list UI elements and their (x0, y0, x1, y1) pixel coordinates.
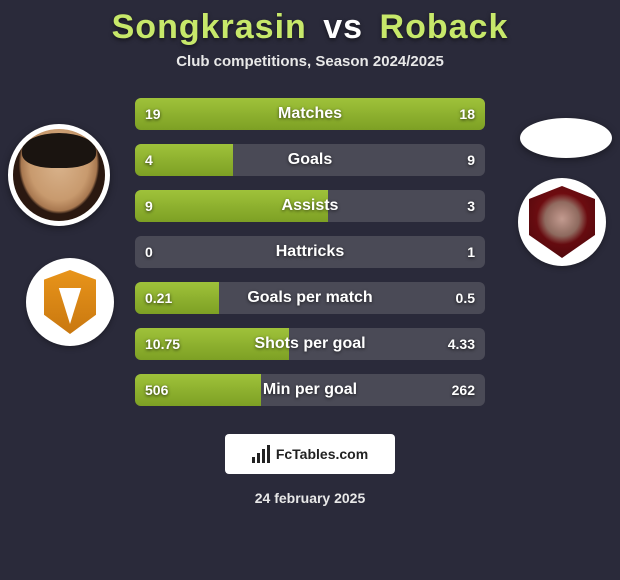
stat-label: Goals per match (247, 289, 372, 307)
stat-value-right: 3 (467, 198, 475, 214)
club-left-badge (26, 258, 114, 346)
stat-value-left: 19 (145, 106, 161, 122)
club-right-badge (518, 178, 606, 266)
stat-value-right: 0.5 (456, 290, 475, 306)
brand-text: FcTables.com (276, 446, 368, 462)
stat-value-left: 0 (145, 244, 153, 260)
stat-label: Goals (288, 151, 332, 169)
stat-rows: 19 18 Matches 4 9 Goals 9 3 Assists 0 1 Hattricks 0.… (135, 98, 485, 406)
player-right-name: Roback (380, 8, 509, 46)
stat-value-left: 4 (145, 152, 153, 168)
stat-row: 506 262 Min per goal (135, 374, 485, 406)
bar-chart-icon (252, 445, 270, 463)
stat-row: 10.75 4.33 Shots per goal (135, 328, 485, 360)
stat-label: Min per goal (263, 381, 357, 399)
player-right-avatar (520, 118, 612, 158)
date-label: 24 february 2025 (255, 490, 366, 506)
stat-value-right: 1 (467, 244, 475, 260)
stat-value-right: 4.33 (448, 336, 475, 352)
stat-label: Assists (282, 197, 339, 215)
vs-separator: vs (323, 8, 363, 46)
player-left-avatar (8, 124, 110, 226)
stat-value-left: 10.75 (145, 336, 180, 352)
comparison-card: Songkrasin vs Roback Club competitions, … (0, 0, 620, 580)
stat-value-left: 506 (145, 382, 168, 398)
stat-value-right: 262 (452, 382, 475, 398)
stat-label: Shots per goal (254, 335, 365, 353)
stat-row: 0.21 0.5 Goals per match (135, 282, 485, 314)
subtitle: Club competitions, Season 2024/2025 (176, 53, 444, 70)
face-placeholder-icon (13, 129, 105, 221)
stat-row: 9 3 Assists (135, 190, 485, 222)
stat-row: 4 9 Goals (135, 144, 485, 176)
stat-value-right: 9 (467, 152, 475, 168)
page-title: Songkrasin vs Roback (112, 8, 509, 47)
stat-row: 0 1 Hattricks (135, 236, 485, 268)
stat-row: 19 18 Matches (135, 98, 485, 130)
stat-value-left: 9 (145, 198, 153, 214)
stat-value-left: 0.21 (145, 290, 172, 306)
player-left-name: Songkrasin (112, 8, 307, 46)
brand-logo[interactable]: FcTables.com (225, 434, 395, 474)
stat-value-right: 18 (459, 106, 475, 122)
stat-label: Matches (278, 105, 342, 123)
shield-icon (44, 270, 96, 334)
stat-label: Hattricks (276, 243, 344, 261)
shield-icon (529, 186, 595, 258)
